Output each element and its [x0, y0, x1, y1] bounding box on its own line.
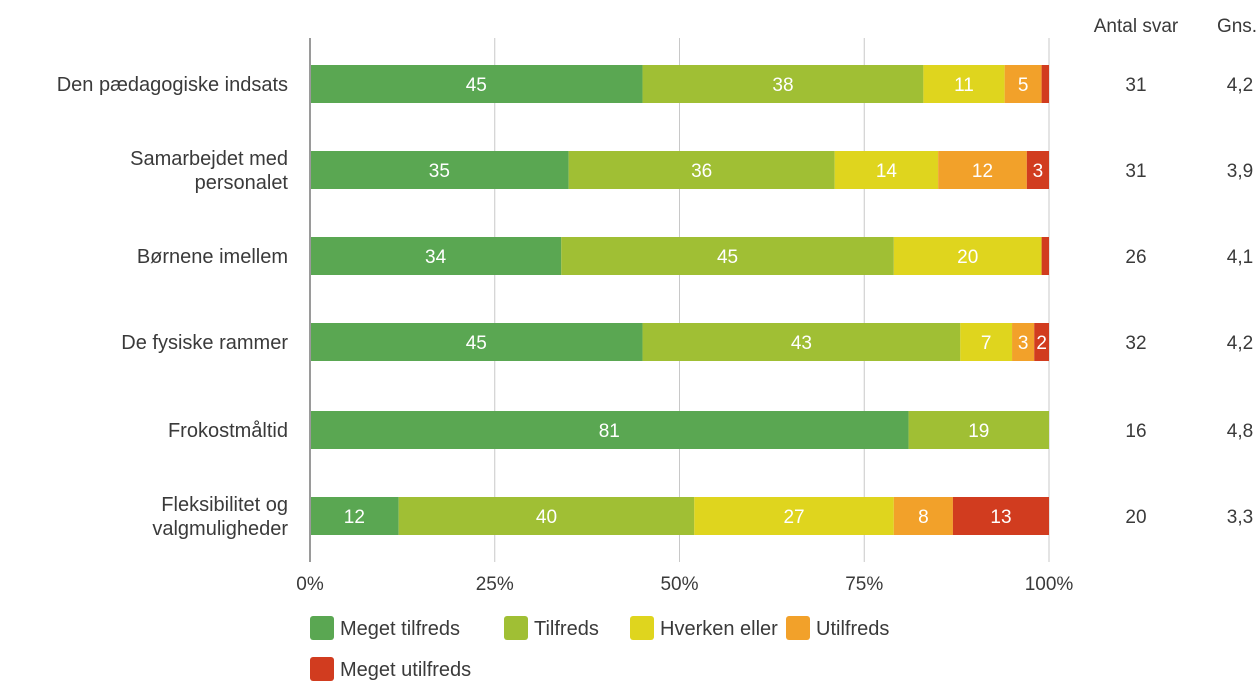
data-label-3-1: 43 [791, 333, 812, 354]
data-label-4-1: 19 [968, 421, 989, 442]
category-label-5-0: Fleksibilitet og [161, 494, 288, 516]
x-tick-label-2: 50% [660, 574, 698, 595]
bar-segment-1-1 [568, 151, 835, 189]
legend-label-4: Meget utilfreds [340, 659, 471, 681]
bar-segment-4-0 [310, 411, 909, 449]
category-label-1-0: Samarbejdet med [130, 148, 288, 170]
data-label-5-1: 40 [536, 507, 557, 528]
bar-segment-0-2 [923, 65, 1005, 103]
data-label-2-1: 45 [717, 247, 738, 268]
bar-segment-3-2 [960, 323, 1013, 361]
x-tick-label-4: 100% [1025, 574, 1074, 595]
bar-segment-3-3 [1012, 323, 1035, 361]
gns-value-5: 3,3 [1227, 507, 1253, 528]
antal-svar-value-4: 16 [1125, 421, 1146, 442]
data-label-5-0: 12 [344, 507, 365, 528]
data-label-5-2: 27 [783, 507, 804, 528]
bar-segment-4-1 [908, 411, 1049, 449]
data-label-3-0: 45 [466, 333, 487, 354]
category-label-3-0: De fysiske rammer [121, 332, 288, 354]
bar-segment-5-4 [952, 497, 1049, 535]
legend-label-2: Hverken eller [660, 618, 778, 640]
legend-swatch-2 [630, 616, 654, 640]
category-label-5-1: valgmuligheder [152, 518, 288, 540]
gns-value-1: 3,9 [1227, 161, 1253, 182]
data-label-3-3: 3 [1018, 333, 1029, 354]
bar-segment-2-2 [893, 237, 1042, 275]
x-tick-label-1: 25% [476, 574, 514, 595]
data-label-1-2: 14 [876, 161, 898, 182]
bar-segment-2-1 [561, 237, 894, 275]
x-tick-label-3: 75% [845, 574, 883, 595]
gns-value-3: 4,2 [1227, 333, 1253, 354]
bar-segment-1-3 [938, 151, 1027, 189]
legend-swatch-4 [310, 657, 334, 681]
data-label-0-2: 11 [954, 75, 974, 96]
bar-segment-3-1 [642, 323, 961, 361]
antal-svar-value-5: 20 [1125, 507, 1146, 528]
gns-value-0: 4,2 [1227, 75, 1253, 96]
data-label-1-3: 12 [972, 161, 993, 182]
legend-swatch-3 [786, 616, 810, 640]
bar-segment-1-2 [834, 151, 939, 189]
data-label-4-0: 81 [599, 421, 620, 442]
bar-segment-0-1 [642, 65, 924, 103]
bar-segment-2-0 [310, 237, 562, 275]
category-label-0-0: Den pædagogiske indsats [57, 74, 288, 96]
bar-segment-0-4 [1041, 65, 1049, 103]
data-label-2-2: 20 [957, 247, 978, 268]
category-label-1-1: personalet [195, 172, 289, 194]
antal-svar-value-1: 31 [1125, 161, 1146, 182]
data-label-0-1: 38 [772, 75, 793, 96]
x-tick-label-0: 0% [296, 574, 324, 595]
bar-segment-5-2 [694, 497, 894, 535]
antal-svar-value-0: 31 [1125, 75, 1146, 96]
data-label-0-3: 5 [1018, 75, 1029, 96]
bar-segment-5-1 [398, 497, 695, 535]
data-label-5-3: 8 [918, 507, 929, 528]
bar-segment-3-4 [1034, 323, 1049, 361]
gns-value-2: 4,1 [1227, 247, 1253, 268]
bar-segment-3-0 [310, 323, 643, 361]
bar-segment-0-0 [310, 65, 643, 103]
category-label-4-0: Frokostmåltid [168, 420, 288, 442]
data-label-2-0: 34 [425, 247, 447, 268]
legend-swatch-0 [310, 616, 334, 640]
legend-swatch-1 [504, 616, 528, 640]
bar-segment-2-4 [1041, 237, 1049, 275]
bar-segment-0-3 [1004, 65, 1042, 103]
data-label-5-4: 13 [990, 507, 1011, 528]
data-label-1-1: 36 [691, 161, 712, 182]
data-label-1-4: 3 [1033, 161, 1044, 182]
antal-svar-header: Antal svar [1094, 16, 1179, 37]
gns-value-4: 4,8 [1227, 421, 1253, 442]
bar-segment-1-0 [310, 151, 569, 189]
data-label-0-0: 45 [466, 75, 487, 96]
bar-segment-5-0 [310, 497, 399, 535]
bar-segment-1-4 [1026, 151, 1049, 189]
antal-svar-value-2: 26 [1125, 247, 1146, 268]
legend-label-3: Utilfreds [816, 618, 889, 640]
data-label-1-0: 35 [429, 161, 450, 182]
legend-label-0: Meget tilfreds [340, 618, 460, 640]
legend-label-1: Tilfreds [534, 618, 599, 640]
category-label-2-0: Børnene imellem [137, 246, 288, 268]
bar-segment-5-3 [893, 497, 953, 535]
antal-svar-value-3: 32 [1125, 333, 1146, 354]
data-label-3-4: 2 [1036, 333, 1047, 354]
data-label-3-2: 7 [981, 333, 992, 354]
gns-header: Gns. [1217, 16, 1257, 37]
